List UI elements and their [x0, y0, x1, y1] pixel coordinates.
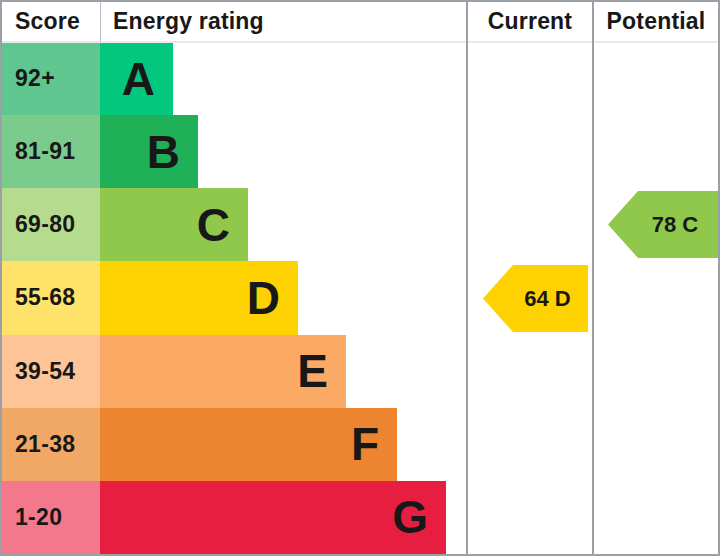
band-row: 39-54 E — [2, 335, 718, 408]
epc-energy-rating-chart: Score Energy rating Current Potential 92… — [0, 0, 720, 556]
band-bar: F — [100, 408, 397, 481]
band-bar: B — [100, 115, 198, 188]
band-score-range: 69-80 — [2, 188, 100, 261]
band-bar: D — [100, 261, 298, 334]
band-row: 92+ A — [2, 42, 718, 115]
header-potential: Potential — [594, 2, 718, 40]
band-score-range: 39-54 — [2, 335, 100, 408]
current-column-divider-line — [466, 2, 468, 554]
header-current: Current — [468, 2, 592, 40]
potential-rating-label: 78 C — [652, 212, 698, 238]
potential-column-divider-line — [592, 2, 594, 554]
band-score-range: 1-20 — [2, 481, 100, 554]
band-row: 1-20 G — [2, 481, 718, 554]
header-energy-rating: Energy rating — [100, 2, 460, 40]
band-score-range: 21-38 — [2, 408, 100, 481]
band-bar: G — [100, 481, 446, 554]
band-bar: E — [100, 335, 346, 408]
band-row: 21-38 F — [2, 408, 718, 481]
band-score-range: 55-68 — [2, 261, 100, 334]
header-score: Score — [2, 2, 100, 40]
current-rating-label: 64 D — [524, 286, 570, 312]
band-score-range: 81-91 — [2, 115, 100, 188]
band-score-range: 92+ — [2, 42, 100, 115]
band-bar: A — [100, 42, 173, 115]
bands-container: 92+ A 81-91 B 69-80 C 55-68 D 39-54 E 21… — [2, 42, 718, 554]
band-row: 55-68 D — [2, 261, 718, 334]
header-row: Score Energy rating Current Potential — [2, 2, 718, 42]
band-row: 81-91 B — [2, 115, 718, 188]
band-bar: C — [100, 188, 248, 261]
